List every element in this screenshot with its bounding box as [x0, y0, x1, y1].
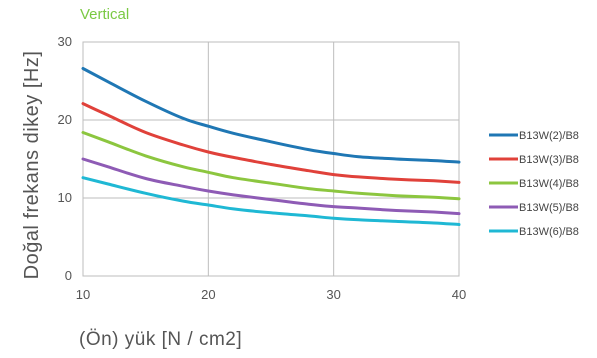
- y-axis-ticks: 0 10 20 30: [58, 34, 72, 283]
- y-tick-label: 0: [65, 268, 72, 283]
- y-tick-label: 10: [58, 190, 72, 205]
- y-axis-label: Doğal frekans dikey [Hz]: [21, 51, 43, 280]
- grid: [82, 41, 460, 277]
- legend-label: B13W(5)/B8: [519, 202, 579, 214]
- x-tick-label: 10: [76, 287, 90, 302]
- y-tick-label: 30: [58, 34, 72, 49]
- x-tick-label: 40: [452, 287, 466, 302]
- series-line: [81, 131, 461, 201]
- legend-label: B13W(4)/B8: [519, 178, 579, 190]
- chart-title: Vertical: [80, 6, 129, 23]
- series-line: [81, 157, 461, 216]
- x-axis-ticks: 10 20 30 40: [76, 287, 466, 302]
- legend: B13W(2)/B8 B13W(3)/B8 B13W(4)/B8 B13W(5)/B8…: [489, 130, 579, 238]
- series-line: [81, 67, 461, 164]
- series-line: [81, 102, 461, 184]
- x-tick-label: 30: [326, 287, 340, 302]
- series-line: [81, 176, 461, 226]
- legend-label: B13W(6)/B8: [519, 226, 579, 238]
- series-lines: [81, 67, 461, 226]
- legend-label: B13W(2)/B8: [519, 130, 579, 142]
- x-tick-label: 20: [201, 287, 215, 302]
- x-axis-label: (Ön) yük [N / cm2]: [79, 329, 242, 350]
- legend-label: B13W(3)/B8: [519, 154, 579, 166]
- y-tick-label: 20: [58, 112, 72, 127]
